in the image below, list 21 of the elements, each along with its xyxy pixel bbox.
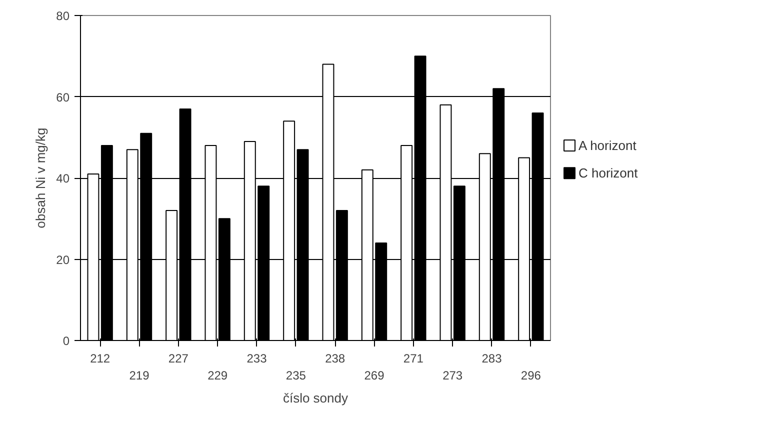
legend-label: A horizont — [578, 138, 637, 153]
x-tick-label: 212 — [90, 352, 110, 366]
x-tick-label: 238 — [325, 352, 346, 366]
x-tick-label: 229 — [208, 368, 228, 382]
x-tick-label: 283 — [482, 352, 502, 366]
y-axis-title: obsah Ni v mg/kg — [33, 128, 48, 228]
x-tick-label: 235 — [286, 368, 306, 382]
y-tick-label: 60 — [56, 90, 70, 104]
y-tick-label: 20 — [56, 252, 70, 267]
x-tick-label: 271 — [403, 352, 424, 366]
y-tick-label: 0 — [62, 334, 70, 348]
legend-label: C horizont — [578, 166, 638, 181]
x-tick-label: 219 — [129, 368, 150, 382]
x-tick-label: 269 — [364, 368, 385, 382]
x-tick-label: 273 — [442, 368, 463, 382]
y-tick-label: 40 — [56, 172, 70, 186]
x-tick-label: 296 — [520, 368, 542, 382]
x-axis-title: číslo sondy — [282, 390, 349, 406]
x-tick-label: 233 — [246, 352, 268, 366]
y-tick-label: 80 — [56, 9, 70, 23]
x-tick-label: 227 — [168, 352, 189, 366]
